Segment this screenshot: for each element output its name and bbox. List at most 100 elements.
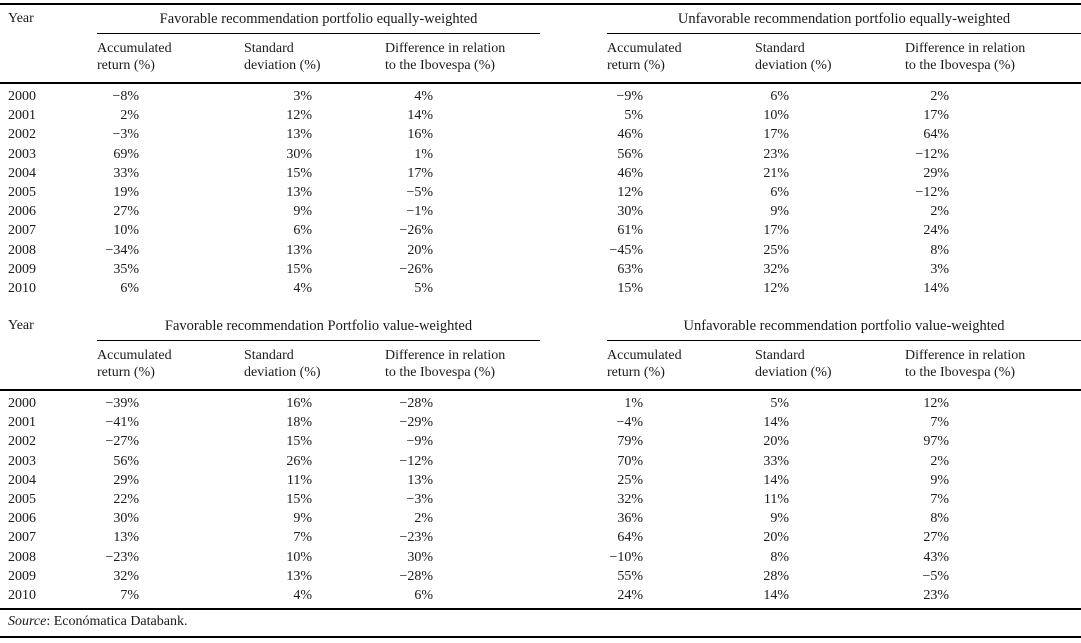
- value: 4%: [414, 89, 433, 104]
- value: −39%: [105, 396, 139, 412]
- value: 5%: [624, 108, 643, 124]
- value-cell: 36%: [607, 509, 755, 528]
- value-cell: 7%: [97, 586, 244, 605]
- column-gap: [540, 260, 607, 261]
- value: 30%: [286, 146, 312, 162]
- value-cell: 9%: [244, 202, 385, 221]
- year-cell: 2008: [8, 549, 36, 565]
- value: 12%: [617, 184, 643, 200]
- value: −8%: [112, 89, 139, 104]
- value-cell: 64%: [905, 125, 1081, 144]
- column-gap: [540, 548, 607, 549]
- subheader-line: Accumulated: [97, 348, 172, 364]
- value-cell: 12%: [244, 106, 385, 125]
- value-cell: 17%: [755, 125, 905, 144]
- value-cell: 16%: [385, 125, 540, 144]
- top-rule: [0, 3, 1081, 5]
- subheader-line: Standard: [755, 348, 805, 364]
- value-cell: 1%: [385, 145, 540, 164]
- value: 26%: [286, 453, 312, 469]
- value-cell: 22%: [97, 490, 244, 509]
- column-gap: [540, 432, 607, 433]
- value: 79%: [617, 434, 643, 450]
- year-cell: 2009: [8, 261, 36, 277]
- column-gap: [540, 471, 607, 472]
- value-cell: −39%: [97, 394, 244, 413]
- value: 23%: [763, 146, 789, 162]
- value: 17%: [923, 108, 949, 124]
- year-cell: 2006: [8, 511, 36, 527]
- header-rule: [0, 389, 1081, 392]
- value: −29%: [399, 415, 433, 431]
- subheader-line: return (%): [607, 57, 665, 73]
- value-cell: 24%: [607, 586, 755, 605]
- value-cell: 55%: [607, 567, 755, 586]
- value-cell: 13%: [244, 125, 385, 144]
- value-cell: 43%: [905, 548, 1081, 567]
- value-cell: 61%: [607, 221, 755, 240]
- value: 6%: [770, 184, 789, 200]
- value-cell: 5%: [607, 106, 755, 125]
- subheader-line: deviation (%): [755, 57, 832, 73]
- value: 29%: [113, 472, 139, 488]
- value: 61%: [617, 223, 643, 239]
- value: 16%: [286, 396, 312, 412]
- subheader-line: Difference in relation: [385, 348, 506, 364]
- value-cell: −10%: [607, 548, 755, 567]
- column-gap: [540, 452, 607, 453]
- value-cell: 5%: [755, 394, 905, 413]
- year-cell: 2006: [8, 204, 36, 220]
- value: 12%: [763, 280, 789, 296]
- equally-weighted-table: Year Favorable recommendation portfolio …: [0, 5, 1081, 298]
- value: 9%: [770, 204, 789, 220]
- value-cell: 14%: [755, 586, 905, 605]
- value-cell: −29%: [385, 413, 540, 432]
- value: 18%: [286, 415, 312, 431]
- value: 27%: [113, 204, 139, 220]
- value-cell: 14%: [755, 413, 905, 432]
- value-weighted-table: Year Favorable recommendation Portfolio …: [0, 312, 1081, 605]
- value: 6%: [414, 587, 433, 603]
- group-header-favorable-equal: Favorable recommendation portfolio equal…: [97, 5, 540, 34]
- value: 64%: [617, 530, 643, 546]
- value-cell: 13%: [244, 567, 385, 586]
- value-cell: 20%: [755, 528, 905, 547]
- subheader-difference-ibovespa: Difference in relation to the Ibovespa (…: [385, 34, 540, 82]
- subheader-line: Difference in relation: [385, 41, 506, 56]
- value: 13%: [113, 530, 139, 546]
- value-cell: −8%: [97, 87, 244, 106]
- subheader-difference-ibovespa: Difference in relation to the Ibovespa (…: [905, 34, 1081, 82]
- value: −23%: [399, 530, 433, 546]
- value-cell: 4%: [244, 586, 385, 605]
- value: −3%: [112, 127, 139, 143]
- value-cell: 30%: [607, 202, 755, 221]
- value-cell: 17%: [755, 221, 905, 240]
- column-gap: [540, 106, 607, 107]
- value: 32%: [113, 568, 139, 584]
- value-cell: 6%: [244, 221, 385, 240]
- value-cell: 25%: [755, 241, 905, 260]
- value: 15%: [286, 165, 312, 181]
- value-cell: 56%: [607, 145, 755, 164]
- subheader-accumulated-return: Accumulated return (%): [97, 34, 244, 82]
- value: −45%: [609, 242, 643, 258]
- value: 69%: [113, 146, 139, 162]
- spacer-cell: [0, 341, 97, 342]
- value-cell: 30%: [385, 548, 540, 567]
- value-cell: 6%: [97, 279, 244, 298]
- value-cell: 1%: [607, 394, 755, 413]
- spacer-cell: [540, 341, 607, 342]
- value-cell: 11%: [244, 471, 385, 490]
- subheader-standard-deviation: Standard deviation (%): [244, 34, 385, 82]
- value: 30%: [407, 549, 433, 565]
- value: −1%: [406, 204, 433, 220]
- header-rule: [0, 82, 1081, 84]
- subheader-line: Accumulated: [607, 41, 682, 56]
- group-header-unfavorable-equal: Unfavorable recommendation portfolio equ…: [607, 5, 1081, 34]
- value: 7%: [293, 530, 312, 546]
- value: 9%: [293, 204, 312, 220]
- value: 1%: [414, 146, 433, 162]
- value-cell: 28%: [755, 567, 905, 586]
- value: −12%: [915, 146, 949, 162]
- value-cell: 2%: [905, 452, 1081, 471]
